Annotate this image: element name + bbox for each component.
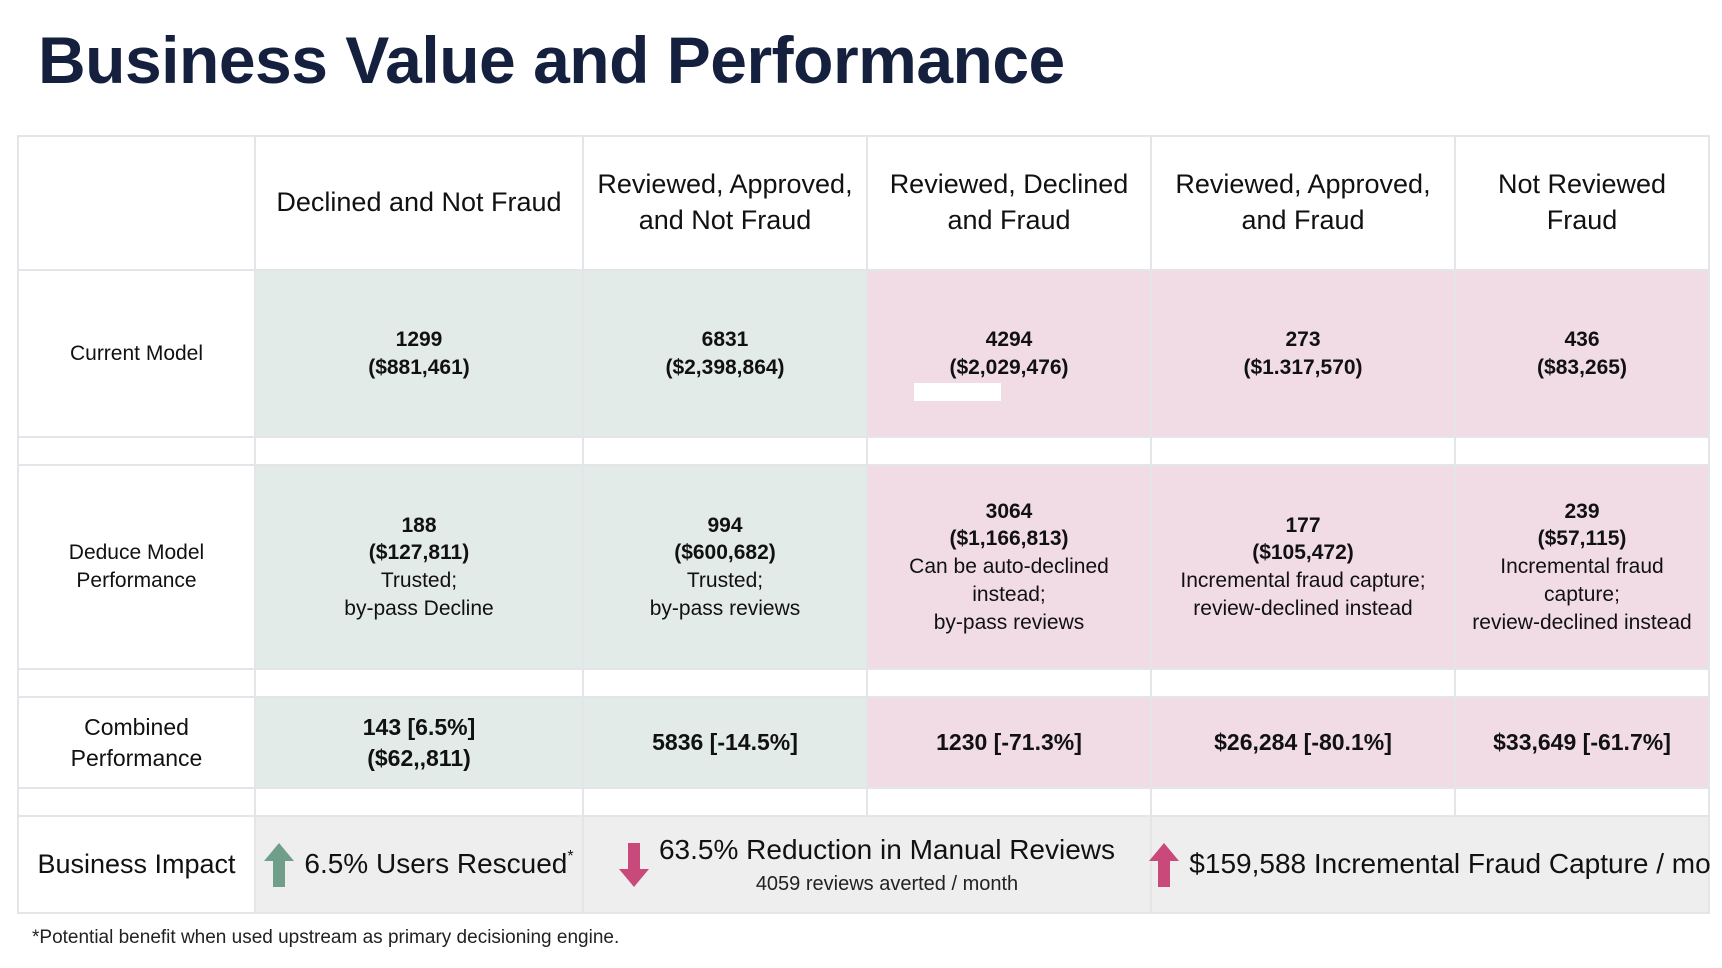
- deduce-note: by-pass reviews: [933, 610, 1085, 634]
- impact-headline: 63.5% Reduction in Manual Reviews: [658, 833, 1116, 865]
- combined-value: 5836 [-14.5%]: [652, 729, 798, 756]
- impact-users-rescued: 6.5% Users Rescued*: [254, 815, 584, 914]
- deduce-model-row: Deduce Model Performance 188 ($127,811) …: [17, 464, 1710, 670]
- impact-headline: $159,588 Incremental Fraud Capture / mo: [1189, 848, 1711, 880]
- current-count: 273: [1285, 327, 1321, 351]
- deduce-count: 188: [401, 513, 437, 537]
- header-reviewed-approved-not-fraud: Reviewed, Approved, and Not Fraud: [582, 135, 868, 271]
- spacer-row: [17, 436, 1710, 466]
- combined-cell-not-reviewed-fraud: $33,649 [-61.7%]: [1454, 696, 1710, 789]
- row-label-deduce-model: Deduce Model Performance: [17, 464, 256, 670]
- deduce-amount: ($57,115): [1537, 527, 1627, 551]
- current-amount: ($881,461): [368, 355, 470, 379]
- deduce-note: by-pass reviews: [649, 596, 801, 620]
- row-label-business-impact: Business Impact: [17, 815, 256, 914]
- current-cell-reviewed-approved-not-fraud: 6831 ($2,398,864): [582, 269, 868, 438]
- current-amount: ($2,398,864): [665, 355, 785, 379]
- current-count: 436: [1564, 327, 1600, 351]
- combined-cell-reviewed-approved-fraud: $26,284 [-80.1%]: [1150, 696, 1456, 789]
- deduce-count: 3064: [985, 499, 1033, 523]
- current-count: 4294: [985, 327, 1033, 351]
- header-reviewed-declined-fraud: Reviewed, Declined and Fraud: [866, 135, 1152, 271]
- current-model-row: Current Model 1299 ($881,461) 6831 ($2,3…: [17, 269, 1710, 438]
- arrow-up-icon: [1149, 842, 1180, 887]
- current-amount: ($2,029,476): [949, 355, 1069, 379]
- deduce-count: 177: [1285, 513, 1321, 537]
- combined-cell-reviewed-approved-not-fraud: 5836 [-14.5%]: [582, 696, 868, 789]
- combined-value: 143 [6.5%]: [362, 714, 476, 741]
- deduce-cell-reviewed-declined-fraud: 3064 ($1,166,813) Can be auto-declined i…: [866, 464, 1152, 670]
- current-count: 6831: [701, 327, 749, 351]
- header-declined-not-fraud: Declined and Not Fraud: [254, 135, 584, 271]
- spacer-row: [17, 787, 1710, 817]
- deduce-note: Trusted;: [686, 569, 764, 592]
- current-cell-declined-not-fraud: 1299 ($881,461): [254, 269, 584, 438]
- header-corner: [17, 135, 256, 271]
- deduce-cell-not-reviewed-fraud: 239 ($57,115) Incremental fraud capture;…: [1454, 464, 1710, 670]
- deduce-cell-declined-not-fraud: 188 ($127,811) Trusted; by-pass Decline: [254, 464, 584, 670]
- current-amount: ($1.317,570): [1243, 355, 1363, 379]
- page-title: Business Value and Performance: [38, 23, 1065, 97]
- deduce-amount: ($105,472): [1252, 541, 1354, 565]
- header-row: Declined and Not Fraud Reviewed, Approve…: [17, 135, 1710, 271]
- business-impact-row: Business Impact 6.5% Users Rescued* 63.5…: [17, 815, 1711, 914]
- impact-headline: 6.5% Users Rescued: [304, 848, 568, 880]
- current-amount: ($83,265): [1537, 355, 1627, 379]
- arrow-up-icon: [264, 842, 295, 887]
- redaction-mark: [914, 383, 1001, 401]
- deduce-amount: ($1,166,813): [949, 527, 1069, 551]
- deduce-note: Trusted;: [380, 569, 458, 592]
- deduce-cell-reviewed-approved-fraud: 177 ($105,472) Incremental fraud capture…: [1150, 464, 1456, 670]
- footnote: *Potential benefit when used upstream as…: [32, 927, 620, 948]
- business-value-table: Declined and Not Fraud Reviewed, Approve…: [17, 135, 1711, 914]
- impact-asterisk: *: [567, 848, 574, 866]
- deduce-note: review-declined instead: [1472, 610, 1692, 634]
- combined-cell-reviewed-declined-fraud: 1230 [-71.3%]: [866, 696, 1152, 789]
- current-cell-not-reviewed-fraud: 436 ($83,265): [1454, 269, 1710, 438]
- current-cell-reviewed-approved-fraud: 273 ($1.317,570): [1150, 269, 1456, 438]
- deduce-count: 239: [1564, 499, 1600, 523]
- spacer-row: [17, 668, 1710, 698]
- current-cell-reviewed-declined-fraud: 4294 ($2,029,476): [866, 269, 1152, 438]
- header-reviewed-approved-fraud: Reviewed, Approved, and Fraud: [1150, 135, 1456, 271]
- combined-amount: ($62,,811): [367, 744, 471, 771]
- combined-value: $33,649 [-61.7%]: [1493, 729, 1671, 756]
- deduce-count: 994: [707, 513, 743, 537]
- combined-value: 1230 [-71.3%]: [936, 729, 1082, 756]
- impact-manual-reviews: 63.5% Reduction in Manual Reviews 4059 r…: [582, 815, 1152, 914]
- row-label-combined-performance: Combined Performance: [17, 696, 256, 789]
- current-count: 1299: [395, 327, 443, 351]
- deduce-note: Incremental fraud capture;: [1500, 555, 1664, 606]
- deduce-amount: ($127,811): [368, 541, 470, 565]
- row-label-current-model: Current Model: [17, 269, 256, 438]
- impact-subtext: 4059 reviews averted / month: [755, 872, 1019, 895]
- combined-value: $26,284 [-80.1%]: [1214, 729, 1392, 756]
- combined-performance-row: Combined Performance 143 [6.5%] ($62,,81…: [17, 696, 1710, 789]
- deduce-cell-reviewed-approved-not-fraud: 994 ($600,682) Trusted; by-pass reviews: [582, 464, 868, 670]
- arrow-down-icon: [618, 842, 649, 887]
- deduce-note: by-pass Decline: [344, 596, 494, 620]
- combined-cell-declined-not-fraud: 143 [6.5%] ($62,,811): [254, 696, 584, 789]
- deduce-note: Can be auto-declined instead;: [909, 555, 1109, 606]
- impact-fraud-capture: $159,588 Incremental Fraud Capture / mo: [1149, 815, 1711, 914]
- deduce-note: review-declined instead: [1193, 596, 1413, 620]
- deduce-note: Incremental fraud capture;: [1180, 569, 1426, 592]
- deduce-amount: ($600,682): [674, 541, 776, 565]
- header-not-reviewed-fraud: Not Reviewed Fraud: [1454, 135, 1710, 271]
